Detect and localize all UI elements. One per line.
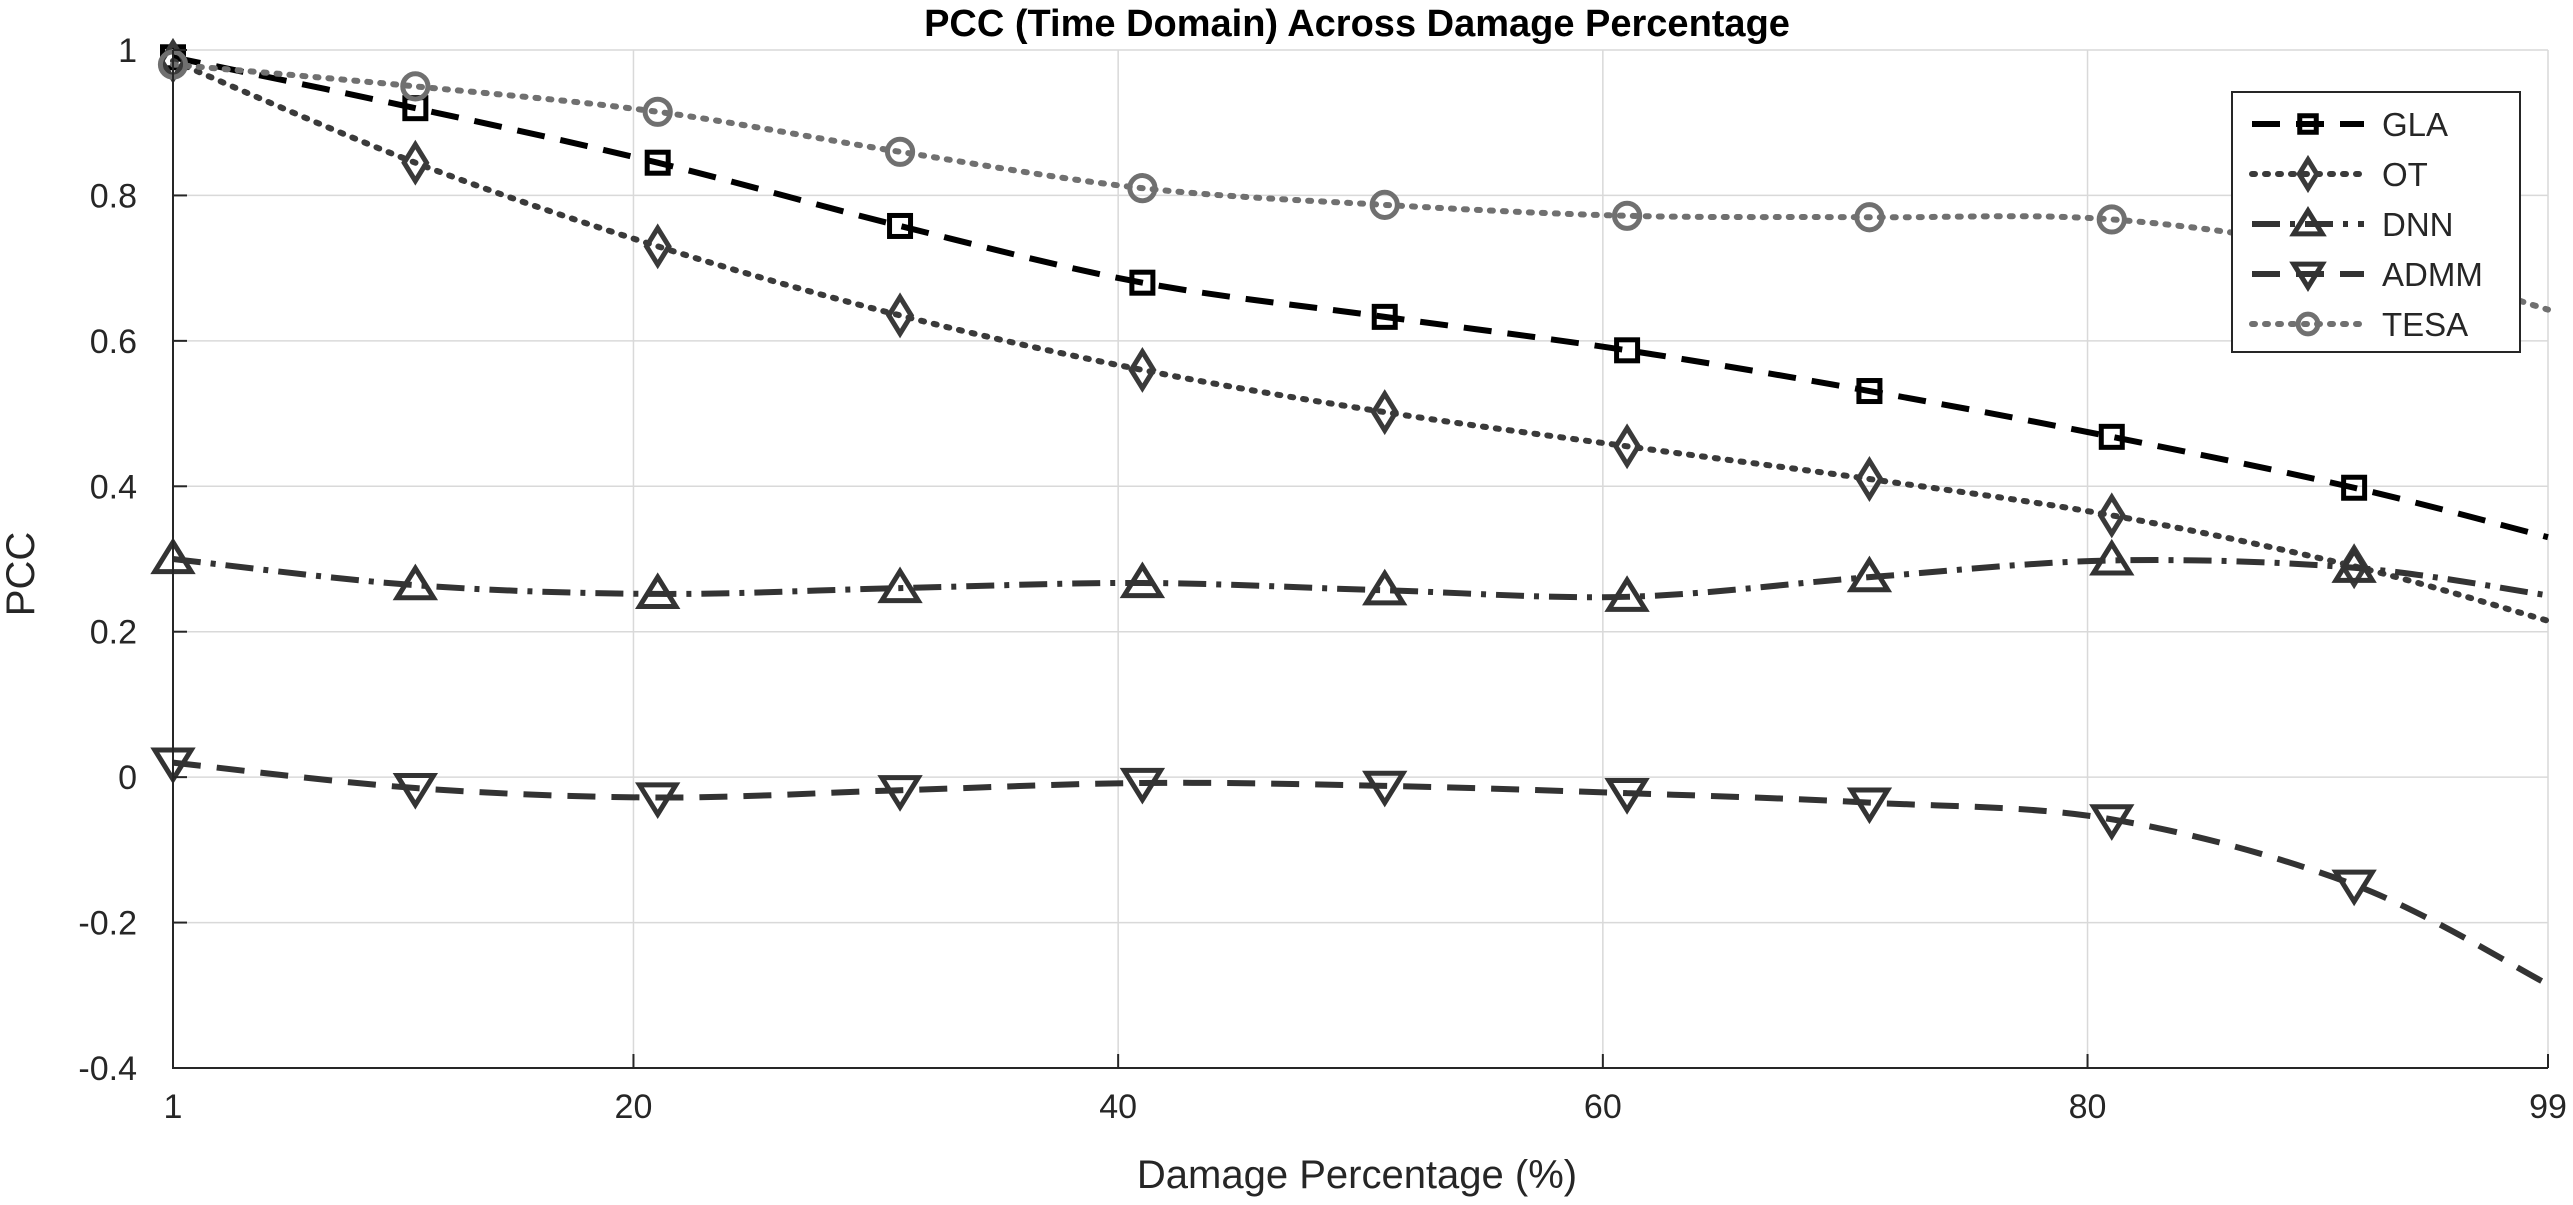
legend-marker-gla: [2297, 113, 2319, 135]
data-point-dnn: [2089, 538, 2135, 576]
data-point-dnn: [1362, 568, 1408, 606]
data-point-gla: [1614, 337, 1641, 364]
x-tick-label: 99: [2529, 1088, 2567, 1126]
chart-title: PCC (Time Domain) Across Damage Percenta…: [924, 3, 1790, 45]
data-point-gla: [644, 149, 671, 176]
data-point-ot: [1612, 423, 1642, 470]
series-line-gla: [172, 54, 2549, 541]
legend-marker-admm: [2289, 261, 2327, 292]
series-layer: [150, 37, 2551, 988]
data-point-ot: [1855, 456, 1884, 502]
data-point-tesa: [400, 71, 431, 102]
grid: [172, 49, 2549, 1069]
data-point-admm: [635, 782, 681, 820]
legend-label: TESA: [2382, 306, 2468, 343]
data-point-dnn: [1119, 561, 1166, 599]
y-tick-label: 0: [118, 759, 137, 797]
data-point-ot: [885, 292, 915, 339]
series-line-dnn: [172, 556, 2549, 601]
y-tick-label: 0.6: [90, 323, 137, 361]
data-point-gla: [2098, 423, 2125, 450]
data-point-dnn: [877, 566, 923, 604]
data-point-gla: [1371, 303, 1398, 330]
axes: 1 20 40 60 80 99 -0.4 -0.2 0 0.2 0.4 0.6 0.8 1: [78, 32, 2567, 1126]
data-point-tesa: [1611, 200, 1643, 231]
legend-label: GLA: [2382, 106, 2448, 143]
data-point-admm: [1362, 770, 1408, 808]
legend-label: DNN: [2382, 206, 2454, 243]
data-point-admm: [392, 772, 439, 810]
y-tick-label: 0.4: [90, 468, 137, 506]
series-dnn: [150, 537, 2549, 612]
data-point-admm: [2089, 804, 2135, 841]
legend-item-gla: GLA: [2252, 106, 2448, 143]
data-point-admm: [2331, 869, 2377, 907]
data-point-tesa: [884, 136, 916, 167]
x-tick-label: 80: [2069, 1088, 2107, 1126]
y-tick-label: 1: [118, 32, 137, 70]
data-point-ot: [2097, 492, 2126, 539]
series-line-tesa: [170, 61, 2551, 313]
series-line-admm: [172, 759, 2550, 988]
data-point-dnn: [2331, 546, 2377, 583]
y-tick-label: 0.2: [90, 614, 137, 652]
data-point-tesa: [1127, 173, 1158, 204]
x-tick-label: 40: [1099, 1088, 1137, 1126]
data-point-admm: [1846, 787, 1893, 825]
y-tick-label: -0.2: [78, 905, 137, 943]
legend-item-admm: ADMM: [2252, 256, 2483, 293]
series-ot: [158, 37, 2551, 624]
data-point-admm: [877, 775, 923, 812]
data-point-gla: [887, 212, 914, 239]
x-tick-label: 20: [615, 1088, 653, 1126]
legend-marker-ot: [2296, 154, 2320, 194]
data-point-admm: [1119, 767, 1166, 805]
legend-marker-dnn: [2289, 206, 2327, 237]
y-tick-label: 0.8: [90, 177, 137, 215]
legend-item-tesa: TESA: [2249, 306, 2468, 343]
x-axis-label: Damage Percentage (%): [1137, 1153, 1577, 1197]
data-point-dnn: [635, 572, 681, 610]
series-admm: [150, 747, 2550, 988]
legend-item-dnn: DNN: [2252, 206, 2454, 243]
series-tesa: [157, 49, 2551, 313]
data-point-ot: [1128, 346, 1157, 393]
data-point-ot: [1370, 389, 1399, 436]
data-point-tesa: [2096, 204, 2127, 235]
legend-label: ADMM: [2382, 256, 2483, 293]
data-point-ot: [401, 139, 430, 186]
x-tick-label: 60: [1584, 1088, 1622, 1126]
data-point-tesa: [642, 96, 673, 127]
legend: GLA OT DNN ADMM TESA: [2231, 91, 2521, 353]
data-point-ot: [643, 223, 672, 270]
series-gla: [160, 44, 2549, 541]
data-point-dnn: [392, 563, 439, 601]
data-point-gla: [1129, 269, 1156, 296]
legend-item-ot: OT: [2249, 154, 2428, 194]
data-point-gla: [1856, 378, 1883, 405]
data-point-admm: [1604, 778, 1650, 815]
y-axis-label: PCC: [0, 532, 43, 616]
data-point-dnn: [1846, 555, 1893, 593]
legend-label: OT: [2382, 156, 2428, 193]
x-tick-label: 1: [164, 1088, 183, 1126]
series-line-ot: [170, 57, 2551, 624]
data-point-dnn: [1604, 575, 1650, 612]
y-tick-label: -0.4: [78, 1050, 137, 1088]
data-point-tesa: [1369, 189, 1400, 220]
legend-marker-tesa: [2295, 311, 2321, 337]
data-point-gla: [2341, 474, 2368, 501]
data-point-tesa: [1854, 202, 1885, 233]
